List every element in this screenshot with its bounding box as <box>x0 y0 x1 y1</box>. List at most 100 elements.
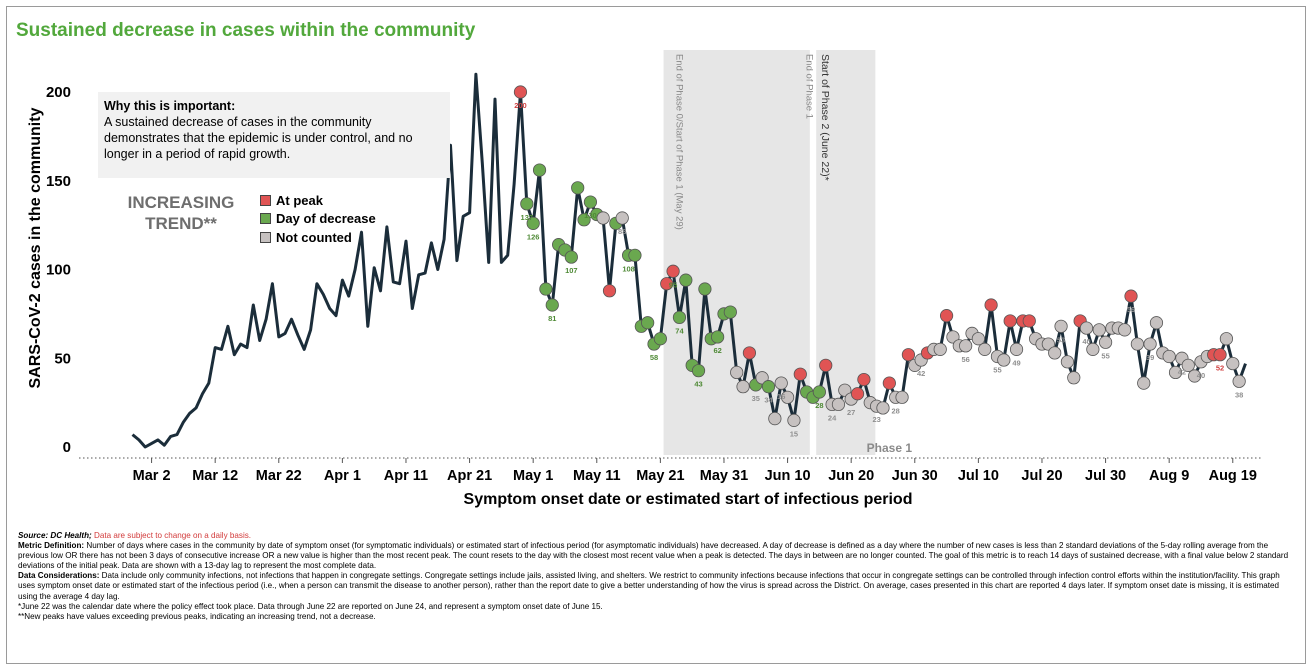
importance-heading: Why this is important: <box>104 99 236 113</box>
data-value-label: 200 <box>514 101 527 110</box>
trend-label: INCREASING TREND** <box>127 193 235 233</box>
data-point-marker <box>1054 319 1068 333</box>
importance-note: Why this is important: A sustained decre… <box>98 92 450 178</box>
considerations-text: Data include only community infections, … <box>18 571 1280 601</box>
data-point-marker <box>946 330 960 344</box>
data-point-marker <box>730 365 744 380</box>
data-point-marker <box>1213 348 1227 362</box>
y-tick-label: 150 <box>46 173 71 190</box>
y-tick-label: 100 <box>46 262 71 279</box>
data-point-marker <box>850 387 865 401</box>
footer-note-1: *June 22 was the calendar date where the… <box>18 601 603 611</box>
data-point-marker <box>691 364 706 378</box>
x-tick-label: May 11 <box>573 468 621 484</box>
data-point-marker <box>984 298 998 312</box>
data-point-marker <box>1003 314 1017 328</box>
data-point-marker <box>1022 314 1036 328</box>
x-tick-label: Jul 10 <box>958 468 999 484</box>
data-point-marker <box>1009 342 1024 356</box>
data-value-label: 62 <box>713 346 721 355</box>
data-point-marker <box>1092 323 1106 337</box>
data-value-label: 59 <box>1127 305 1135 314</box>
data-point-marker <box>761 380 776 394</box>
data-point-marker <box>1219 332 1234 346</box>
data-point-marker <box>933 342 947 356</box>
data-point-marker <box>876 401 890 415</box>
data-point-marker <box>1181 358 1195 372</box>
x-tick-label: Jun 30 <box>892 468 938 484</box>
x-tick-label: Mar 12 <box>192 468 238 484</box>
data-point-marker <box>615 211 629 225</box>
data-point-marker <box>526 216 540 230</box>
legend-swatch-peak <box>260 194 271 206</box>
x-tick-label: May 31 <box>700 468 748 484</box>
data-point-marker <box>959 339 973 353</box>
data-point-marker <box>628 248 642 262</box>
data-point-marker <box>577 213 591 227</box>
data-point-marker <box>1086 342 1100 356</box>
data-point-marker <box>1162 349 1176 364</box>
y-tick-label: 50 <box>54 350 71 367</box>
data-point-marker <box>787 413 801 427</box>
x-tick-label: Jul 20 <box>1021 468 1062 484</box>
data-point-marker <box>698 282 712 296</box>
data-point-marker <box>901 348 916 362</box>
data-point-marker <box>857 372 871 387</box>
x-tick-label: Apr 21 <box>447 468 492 484</box>
phase-annotation: Start of Phase 2 (June 22)* <box>819 54 831 181</box>
data-point-marker <box>1143 337 1157 351</box>
data-point-marker <box>641 316 655 330</box>
data-value-label: 56 <box>961 355 969 364</box>
data-point-marker <box>672 310 687 325</box>
data-value-label: 107 <box>565 266 578 275</box>
footer-metric: Metric Definition: Number of days where … <box>18 541 1296 571</box>
data-point-marker <box>571 181 585 195</box>
page-title: Sustained decrease in cases within the c… <box>16 20 476 41</box>
data-point-marker <box>596 211 610 225</box>
data-value-label: 34 <box>764 396 773 405</box>
data-point-marker <box>774 376 788 390</box>
x-axis-label: Symptom onset date or estimated start of… <box>464 491 913 508</box>
legend-label-decrease: Day of decrease <box>276 211 376 227</box>
data-value-label: 15 <box>790 429 798 438</box>
data-value-label: 16 <box>777 392 785 401</box>
data-value-label: 49 <box>1012 358 1020 367</box>
data-value-label: 53 <box>1057 335 1065 344</box>
data-value-label: 55 <box>993 365 1001 374</box>
data-value-label: 24 <box>828 413 837 422</box>
data-point-marker <box>780 390 795 404</box>
data-value-label: 130 <box>584 211 597 220</box>
data-value-label: 40 <box>1082 337 1090 346</box>
x-tick-label: Mar 2 <box>133 468 171 484</box>
y-tick-label: 0 <box>63 439 71 456</box>
source-label: Source: DC Health; <box>18 531 92 540</box>
data-point-marker <box>545 298 559 312</box>
legend-item-not-counted: Not counted <box>260 228 376 247</box>
data-point-marker <box>602 284 617 298</box>
considerations-label: Data Considerations: <box>18 571 100 581</box>
data-point-marker <box>939 309 954 323</box>
x-tick-label: Jun 10 <box>765 468 811 484</box>
phase-annotation: End of Phase 0/Start of Phase 1 (May 29) <box>673 54 684 230</box>
data-point-marker <box>653 332 667 346</box>
legend: At peak Day of decrease Not counted <box>260 191 376 247</box>
data-value-label: 43 <box>694 380 702 389</box>
metric-text: Number of days where cases in the commun… <box>18 541 1289 571</box>
x-tick-label: May 1 <box>513 468 553 484</box>
legend-label-not-counted: Not counted <box>276 229 352 245</box>
data-value-label: 95 <box>669 280 677 289</box>
data-point-marker <box>742 346 757 360</box>
line-chart: End of Phase 0/Start of Phase 1 (May 29)… <box>27 50 1262 508</box>
x-tick-label: Jul 30 <box>1085 468 1126 484</box>
data-point-marker <box>1232 374 1246 388</box>
data-point-marker <box>793 367 807 381</box>
data-value-label: 55 <box>1101 351 1109 360</box>
legend-label-peak: At peak <box>276 192 323 208</box>
data-point-marker <box>666 264 680 278</box>
data-point-marker <box>1079 321 1094 335</box>
data-value-label: 58 <box>650 353 658 362</box>
phase-1-label: Phase 1 <box>867 441 913 455</box>
legend-swatch-not-counted <box>260 231 271 243</box>
data-point-marker <box>768 411 782 426</box>
legend-swatch-decrease <box>260 213 271 225</box>
